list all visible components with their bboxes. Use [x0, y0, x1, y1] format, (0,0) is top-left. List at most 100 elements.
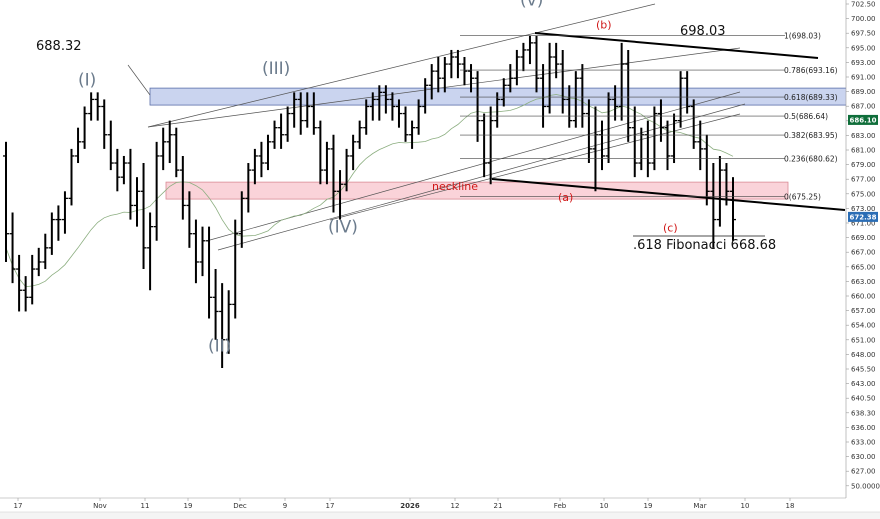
svg-text:9: 9: [283, 502, 287, 510]
svg-text:640.50: 640.50: [851, 395, 876, 403]
ohlc-bar: [160, 127, 167, 171]
ohlc-bar: [75, 127, 82, 164]
price-badges: 686.10 672.38: [848, 114, 878, 222]
x-tick: 9: [283, 498, 287, 510]
y-tick: 679.00: [846, 161, 876, 169]
svg-text:651.00: 651.00: [851, 336, 876, 344]
time-axis[interactable]: 17 Nov 11 19 Dec 9 17 2026 12 21 Feb 10 19 Mar 10 18: [0, 497, 846, 510]
ohlc-bar: [546, 42, 553, 114]
y-tick: 636.00: [846, 424, 876, 432]
y-tick: 702.50: [846, 1, 876, 9]
svg-text:683.00: 683.00: [851, 132, 876, 140]
svg-text:689.00: 689.00: [851, 88, 876, 96]
ohlc-bar: [454, 49, 461, 79]
ohlc-bar: [238, 191, 245, 248]
svg-text:11: 11: [141, 502, 150, 510]
y-tick: 691.00: [846, 74, 876, 82]
svg-text:663.00: 663.00: [851, 278, 876, 286]
svg-text:669.00: 669.00: [851, 234, 876, 242]
ohlc-bar: [133, 177, 140, 227]
ohlc-bar: [585, 99, 592, 164]
x-tick: 19: [644, 498, 652, 510]
ohlc-bar: [304, 92, 311, 128]
ohlc-bar: [474, 71, 481, 142]
target-label: .618 Fibonacci 668.68: [633, 238, 776, 253]
ohlc-bar: [127, 148, 134, 220]
x-tick: 12: [451, 498, 460, 510]
ohlc-bar: [703, 134, 710, 206]
x-tick: Mar: [693, 498, 707, 510]
y-tick: 700.00: [846, 15, 876, 23]
status-bar: [0, 511, 880, 519]
x-tick: Feb: [554, 498, 567, 510]
ohlc-bar: [153, 141, 160, 241]
ohlc-bar: [716, 155, 723, 227]
ohlc-bar: [513, 49, 520, 86]
svg-text:627.00: 627.00: [851, 468, 876, 476]
svg-text:667.00: 667.00: [851, 249, 876, 257]
svg-text:700.00: 700.00: [851, 15, 876, 23]
ohlc-bars: [3, 35, 736, 368]
x-tick: 11: [141, 498, 150, 510]
y-tick: 677.00: [846, 176, 876, 184]
ohlc-bar: [697, 120, 704, 171]
fib-level-label: 0.786(693.16): [784, 66, 838, 75]
sub-wave-label: (c): [663, 222, 678, 235]
ohlc-bar: [448, 49, 455, 79]
price-axis[interactable]: 702.50 700.00 697.50 695.00 693.00 691.00 689.…: [845, 0, 880, 498]
ohlc-bar: [625, 49, 632, 142]
ohlc-bar: [310, 92, 317, 135]
ohlc-bar: [723, 163, 730, 206]
ohlc-bar: [9, 212, 16, 284]
ohlc-bar: [258, 141, 265, 178]
y-tick: 627.00: [846, 468, 876, 476]
y-tick: 651.00: [846, 336, 876, 344]
svg-text:691.00: 691.00: [851, 74, 876, 82]
y-tick: 660.00: [846, 293, 876, 301]
svg-text:686.10: 686.10: [849, 116, 876, 124]
ohlc-bar: [3, 141, 9, 262]
ohlc-bar: [579, 64, 586, 128]
svg-text:633.00: 633.00: [851, 439, 876, 447]
ohlc-bar: [297, 92, 304, 135]
ohlc-bar: [409, 120, 416, 149]
x-tick: 18: [786, 498, 794, 510]
ohlc-bar: [494, 92, 501, 128]
ohlc-bar: [22, 276, 29, 312]
ohlc-bar: [664, 120, 671, 171]
svg-text:19: 19: [184, 502, 193, 510]
y-tick: 663.00: [846, 278, 876, 286]
svg-text:17: 17: [14, 502, 23, 510]
ohlc-bar: [120, 155, 127, 185]
y-tick: 693.00: [846, 59, 876, 67]
ohlc-bar: [278, 113, 285, 149]
ohlc-bar: [415, 99, 422, 135]
ohlc-bar: [402, 106, 409, 142]
price-badge: 672.38: [848, 211, 878, 222]
left-high-label: 688.32: [36, 39, 82, 54]
svg-text:671.00: 671.00: [851, 220, 876, 228]
svg-text:2026: 2026: [400, 502, 420, 510]
ohlc-bar: [376, 85, 383, 121]
svg-text:660.00: 660.00: [851, 293, 876, 301]
ohlc-bar: [533, 35, 540, 93]
svg-text:677.00: 677.00: [851, 176, 876, 184]
ohlc-bar: [291, 92, 298, 128]
neckline-label: neckline: [432, 180, 478, 193]
ohlc-bar: [631, 106, 638, 178]
x-tick: Nov: [93, 498, 107, 510]
svg-text:12: 12: [451, 502, 460, 510]
ohlc-bar: [657, 99, 664, 142]
svg-text:681.00: 681.00: [851, 147, 876, 155]
ohlc-bar: [671, 113, 678, 164]
annotations: 688.32 698.03 neckline .618 Fibonacci 668.6…: [36, 24, 776, 253]
y-tick: 643.00: [846, 380, 876, 388]
fib-level-label: 0(675.25): [784, 193, 821, 202]
svg-text:697.50: 697.50: [851, 30, 876, 38]
svg-text:687.00: 687.00: [851, 103, 876, 111]
channel-line: [147, 3, 656, 128]
svg-text:695.00: 695.00: [851, 44, 876, 52]
ohlc-bar: [88, 92, 95, 121]
sub-wave-label: (b): [596, 19, 612, 32]
